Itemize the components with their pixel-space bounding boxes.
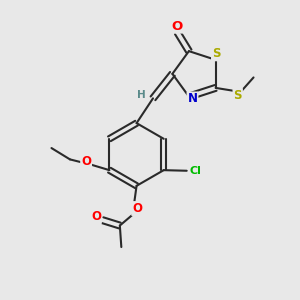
Text: O: O [171,20,183,33]
Text: O: O [132,202,142,215]
Text: O: O [91,210,101,223]
Text: H: H [137,90,146,100]
Text: Cl: Cl [190,166,202,176]
Text: N: N [188,92,197,106]
Text: S: S [233,89,242,102]
Text: S: S [212,47,220,60]
Text: O: O [81,155,91,168]
